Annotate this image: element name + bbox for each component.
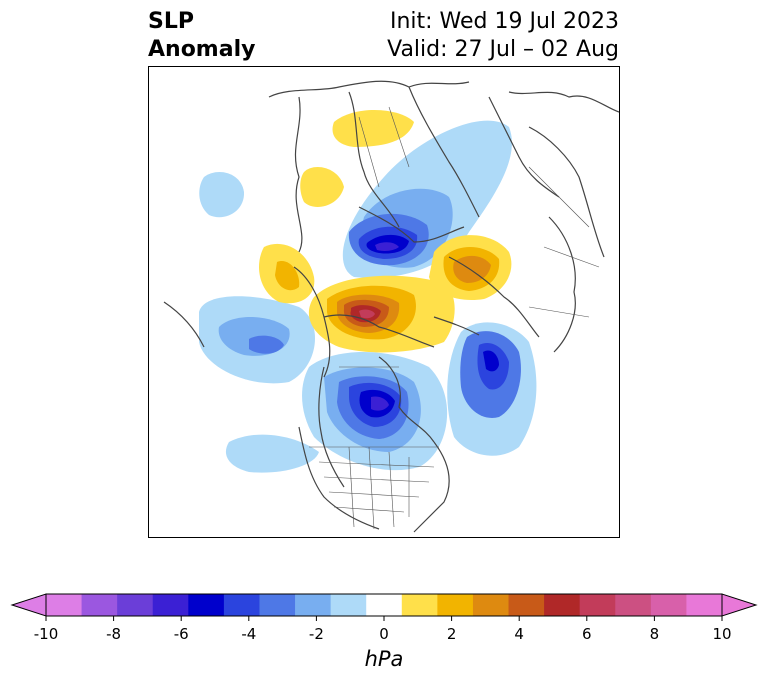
init-date: Init: Wed 19 Jul 2023 <box>389 9 619 34</box>
colorbar-bin <box>259 594 296 616</box>
map-title: SLP Anomaly <box>148 8 255 64</box>
anomaly-europe-high <box>300 109 414 207</box>
colorbar-extend-low <box>10 593 47 617</box>
anomaly-siberia-high <box>429 235 512 301</box>
anomaly-west-blob <box>199 172 245 218</box>
anomaly-north-pacific-low <box>199 296 316 384</box>
title-line-1: SLP <box>148 9 194 34</box>
colorbar-unit-label: hPa <box>364 647 404 671</box>
colorbar-bin <box>508 594 545 616</box>
colorbar-bin <box>650 594 687 616</box>
colorbar-bin <box>81 594 118 616</box>
title-line-2: Anomaly <box>148 37 256 62</box>
date-info: Init: Wed 19 Jul 2023 Valid: 27 Jul – 02… <box>387 8 619 64</box>
colorbar-tick-label: -4 <box>241 625 257 643</box>
colorbar-tick-label: -8 <box>106 625 122 643</box>
colorbar-tick-label: 8 <box>649 625 660 643</box>
anomaly-canada-low <box>225 352 448 473</box>
colorbar-tick-label: -10 <box>33 625 59 643</box>
colorbar-bar <box>10 593 758 621</box>
colorbar-bin <box>544 594 581 616</box>
colorbar-tick-label: 10 <box>712 625 732 643</box>
colorbar-bin <box>366 594 403 616</box>
colorbar-tick-label: -6 <box>173 625 189 643</box>
political-borders <box>309 106 600 530</box>
colorbar-bin <box>223 594 260 616</box>
colorbar-tick-label: 4 <box>514 625 524 643</box>
colorbar-bin <box>686 594 723 616</box>
colorbar-extend-high <box>721 593 758 617</box>
anomaly-map <box>163 80 619 533</box>
colorbar-bin <box>401 594 438 616</box>
colorbar-bin <box>330 594 367 616</box>
colorbar-tick-label: 0 <box>379 625 389 643</box>
colorbar-bin <box>437 594 474 616</box>
anomaly-bering-high <box>259 243 315 304</box>
colorbar-tick-label: -2 <box>308 625 324 643</box>
anomaly-arctic-high <box>308 275 455 353</box>
anomaly-barents-low <box>342 120 512 278</box>
colorbar-bin <box>615 594 652 616</box>
anomaly-atlantic-low <box>447 322 537 456</box>
colorbar-tick-label: 2 <box>446 625 457 643</box>
colorbar-bin <box>117 594 154 616</box>
colorbar-bin <box>152 594 189 616</box>
colorbar-bin <box>295 594 332 616</box>
map-panel <box>148 66 620 538</box>
colorbar-bin <box>46 594 83 616</box>
colorbar-bin <box>472 594 510 616</box>
colorbar: -10 -8 -6 -4 -2 0 2 4 6 8 10 hPa <box>0 585 768 684</box>
colorbar-tick-label: 6 <box>582 625 592 643</box>
colorbar-bin <box>188 594 225 616</box>
coastlines <box>163 80 619 533</box>
colorbar-bin <box>579 594 616 616</box>
valid-range: Valid: 27 Jul – 02 Aug <box>387 37 619 62</box>
